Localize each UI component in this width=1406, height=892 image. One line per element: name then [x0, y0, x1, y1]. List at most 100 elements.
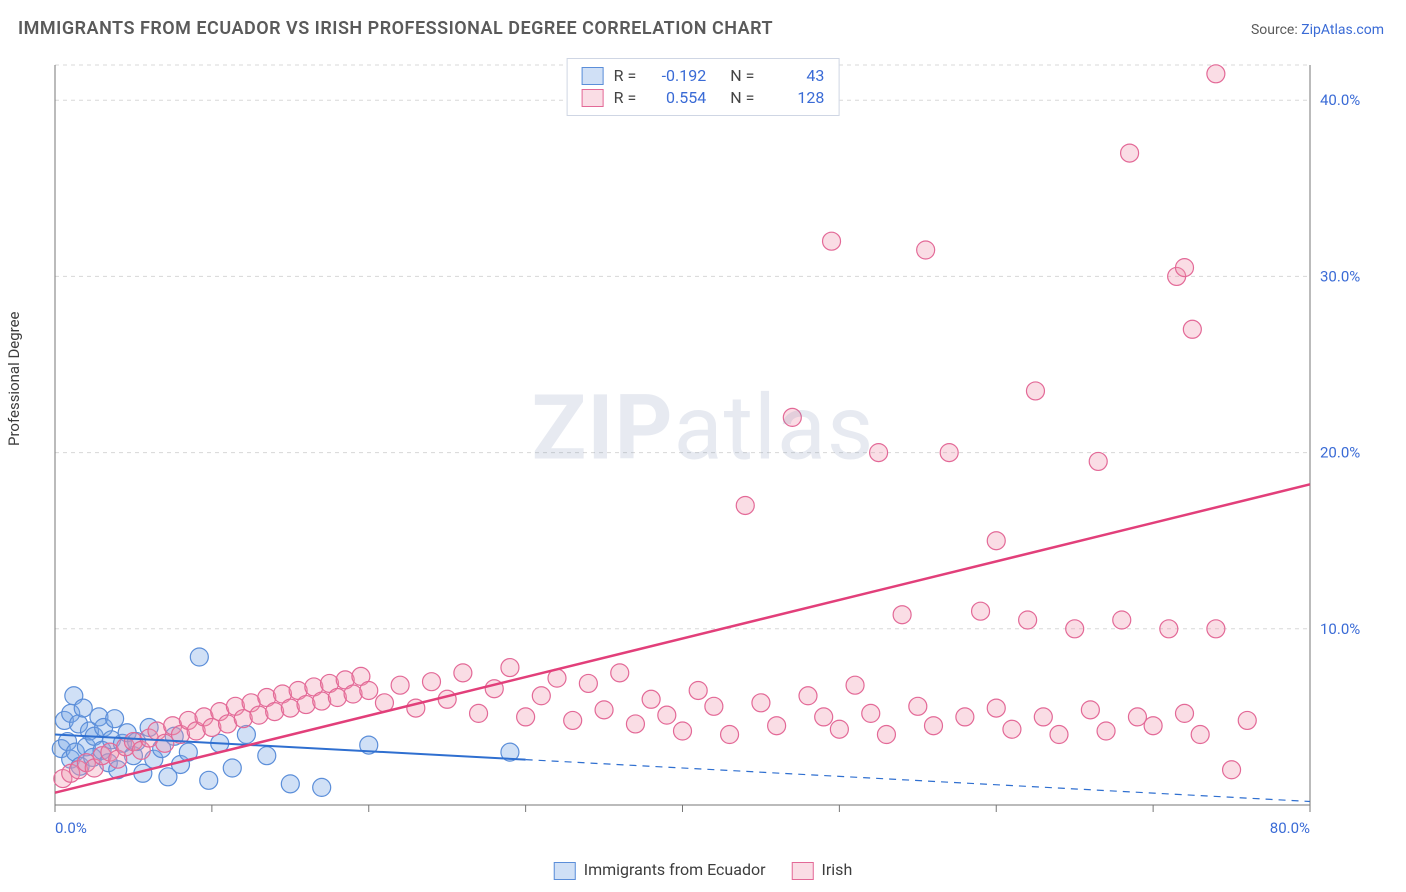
legend-r-value: -0.192 [646, 65, 706, 87]
data-point [564, 711, 582, 729]
data-point [200, 771, 218, 789]
data-point [281, 775, 299, 793]
data-point [658, 706, 676, 724]
data-point [815, 708, 833, 726]
data-point [579, 674, 597, 692]
legend-r-label: R = [614, 87, 637, 109]
y-tick-label: 40.0% [1320, 91, 1360, 109]
legend-n-label: N = [730, 65, 754, 87]
data-point [1183, 320, 1201, 338]
y-tick-label: 20.0% [1320, 444, 1360, 462]
series-legend-item: Irish [792, 860, 853, 880]
data-point [1026, 382, 1044, 400]
data-point [846, 676, 864, 694]
data-point [736, 496, 754, 514]
data-point [501, 659, 519, 677]
data-point [1207, 620, 1225, 638]
data-point [156, 734, 174, 752]
data-point [1019, 611, 1037, 629]
data-point [823, 232, 841, 250]
data-point [1066, 620, 1084, 638]
legend-n-label: N = [730, 87, 754, 109]
series-legend: Immigrants from Ecuador Irish [554, 860, 853, 880]
data-point [532, 687, 550, 705]
legend-swatch [582, 67, 604, 85]
legend-n-value: 128 [764, 87, 824, 109]
data-point [1160, 620, 1178, 638]
data-point [1191, 726, 1209, 744]
data-point [799, 687, 817, 705]
data-point [281, 699, 299, 717]
data-point [1081, 701, 1099, 719]
data-point [705, 697, 723, 715]
data-point [674, 722, 692, 740]
data-point [234, 710, 252, 728]
data-point [1144, 717, 1162, 735]
data-point [470, 704, 488, 722]
data-point [595, 701, 613, 719]
data-point [611, 664, 629, 682]
data-point [752, 694, 770, 712]
series-legend-item: Immigrants from Ecuador [554, 860, 766, 880]
data-point [783, 408, 801, 426]
data-point [1223, 761, 1241, 779]
series-legend-label: Immigrants from Ecuador [584, 860, 766, 879]
data-point [1207, 65, 1225, 83]
correlation-legend: R = -0.192 N = 43 R = 0.554 N = 128 [567, 58, 840, 116]
data-point [313, 692, 331, 710]
y-tick-label: 30.0% [1320, 267, 1360, 285]
data-point [1176, 259, 1194, 277]
data-point [1113, 611, 1131, 629]
data-point [1097, 722, 1115, 740]
data-point [328, 689, 346, 707]
data-point [438, 690, 456, 708]
chart-container: Professional Degree 0.0% 80.0% 10.0% 20.0% 3… [0, 0, 1406, 892]
data-point [258, 747, 276, 765]
trend-line [55, 484, 1310, 792]
data-point [190, 648, 208, 666]
x-tick-label: 80.0% [1270, 819, 1310, 837]
data-point [721, 726, 739, 744]
data-point [987, 699, 1005, 717]
data-point [925, 717, 943, 735]
data-point [689, 681, 707, 699]
data-point [1238, 711, 1256, 729]
data-point [454, 664, 472, 682]
data-point [862, 704, 880, 722]
data-point [642, 690, 660, 708]
data-point [870, 444, 888, 462]
y-tick-label: 10.0% [1320, 620, 1360, 638]
trend-line-extrapolated [526, 760, 1310, 802]
data-point [391, 676, 409, 694]
legend-swatch [554, 862, 576, 880]
data-point [830, 720, 848, 738]
data-point [917, 241, 935, 259]
data-point [1050, 726, 1068, 744]
data-point [1003, 720, 1021, 738]
data-point [344, 685, 362, 703]
data-point [940, 444, 958, 462]
legend-n-value: 43 [764, 65, 824, 87]
data-point [517, 708, 535, 726]
data-point [266, 703, 284, 721]
data-point [1089, 452, 1107, 470]
data-point [423, 673, 441, 691]
data-point [956, 708, 974, 726]
data-point [1176, 704, 1194, 722]
data-point [237, 726, 255, 744]
legend-r-value: 0.554 [646, 87, 706, 109]
y-axis-label: Professional Degree [5, 311, 23, 446]
data-point [203, 718, 221, 736]
series-legend-label: Irish [822, 860, 853, 879]
legend-r-label: R = [614, 65, 637, 87]
data-point [297, 696, 315, 714]
data-point [987, 532, 1005, 550]
data-point [313, 778, 331, 796]
x-tick-label: 0.0% [55, 819, 87, 837]
data-point [893, 606, 911, 624]
legend-swatch [582, 89, 604, 107]
legend-swatch [792, 862, 814, 880]
legend-row: R = 0.554 N = 128 [582, 87, 825, 109]
data-point [250, 706, 268, 724]
data-point [626, 715, 644, 733]
